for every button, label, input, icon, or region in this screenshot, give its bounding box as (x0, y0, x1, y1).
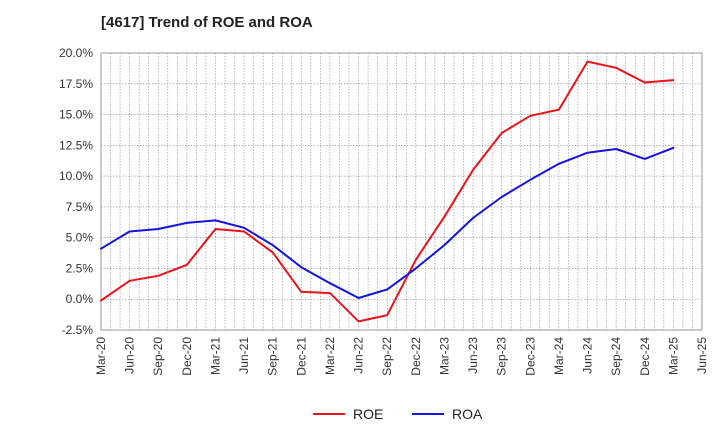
y-tick-label: 5.0% (66, 231, 94, 245)
y-tick-label: 0.0% (66, 292, 94, 306)
x-tick-label: Jun-24 (581, 337, 595, 374)
series-line-roe (100, 60, 675, 323)
x-tick-label: Mar-24 (552, 337, 566, 375)
y-tick-label: 10.0% (59, 169, 93, 183)
x-tick-label: Mar-21 (208, 337, 222, 375)
legend-label-roe: ROE (353, 406, 383, 422)
x-tick-label: Mar-20 (94, 337, 108, 375)
x-tick-label: Dec-20 (180, 337, 194, 376)
x-tick-label: Jun-20 (123, 337, 137, 374)
x-tick-label: Dec-24 (638, 337, 652, 376)
y-tick-label: -2.5% (62, 323, 94, 337)
x-tick-label: Sep-24 (609, 337, 623, 376)
chart-title: [4617] Trend of ROE and ROA (101, 14, 313, 31)
y-tick-label: 17.5% (59, 77, 93, 91)
x-tick-label: Sep-21 (266, 337, 280, 376)
y-tick-label: 2.5% (66, 261, 94, 275)
x-tick-label: Sep-20 (151, 337, 165, 376)
series-line-roa (100, 146, 675, 299)
x-tick-label: Mar-22 (323, 337, 337, 375)
x-tick-label: Dec-23 (523, 337, 537, 376)
x-axis-ticks: Mar-20 Jun-20 Sep-20 Dec-20 Mar-21 Jun-21 Sep-… (94, 337, 709, 376)
y-tick-label: 20.0% (59, 46, 93, 60)
x-tick-label: Sep-22 (380, 337, 394, 376)
y-tick-label: 7.5% (66, 200, 94, 214)
grid-layer (101, 53, 702, 330)
x-tick-label: Jun-22 (352, 337, 366, 374)
x-tick-label: Dec-21 (294, 337, 308, 376)
x-tick-label: Jun-23 (466, 337, 480, 374)
legend: ROE ROA (313, 406, 483, 422)
x-tick-label: Dec-22 (409, 337, 423, 376)
x-tick-label: Mar-25 (666, 337, 680, 375)
x-tick-label: Mar-23 (437, 337, 451, 375)
series-layer (100, 60, 675, 323)
y-tick-label: 15.0% (59, 108, 93, 122)
plot-frame (100, 52, 703, 331)
y-axis-ticks: -2.5% 0.0% 2.5% 5.0% 7.5% 10.0% 12.5% 15.0% 17.5… (59, 46, 93, 337)
x-tick-label: Sep-23 (495, 337, 509, 376)
y-tick-label: 12.5% (59, 138, 93, 152)
legend-label-roa: ROA (452, 406, 483, 422)
x-tick-label: Jun-25 (695, 337, 709, 374)
x-tick-label: Jun-21 (237, 337, 251, 374)
